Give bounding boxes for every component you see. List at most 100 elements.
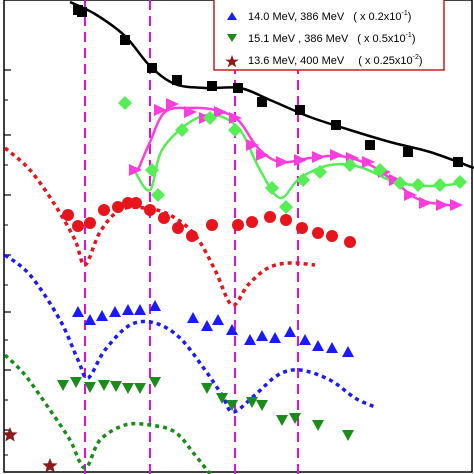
data-point-square — [147, 63, 157, 73]
legend-box — [213, 0, 445, 71]
data-point-circle — [246, 216, 258, 228]
data-point-square — [331, 120, 341, 130]
data-point-circle — [296, 222, 308, 234]
data-point-circle — [280, 214, 292, 226]
legend-label: 13.6 MeV, 400 MeV( x 0.25x10-2) — [248, 54, 423, 67]
data-point-triangle-up — [96, 310, 108, 321]
data-point-diamond — [393, 176, 407, 190]
data-point-triangle-up — [299, 334, 311, 345]
data-point-triangle-up — [269, 332, 281, 343]
data-point-triangle-right — [184, 106, 197, 118]
data-point-triangle-right — [294, 154, 307, 166]
data-point-circle — [62, 209, 74, 221]
data-point-triangle-down — [84, 382, 96, 393]
legend-marker-star — [225, 55, 239, 68]
data-point-triangle-up — [134, 304, 146, 315]
data-point-triangle-right — [330, 149, 343, 161]
data-point-triangle-down — [312, 420, 324, 431]
data-point-circle — [344, 236, 356, 248]
data-point-square — [257, 97, 267, 107]
data-point-diamond — [145, 163, 159, 177]
data-point-triangle-up — [201, 320, 213, 331]
data-point-triangle-up — [226, 324, 238, 335]
data-point-circle — [158, 212, 170, 224]
y-axis-ticks — [4, 69, 11, 456]
data-point-circle — [206, 219, 218, 231]
data-point-triangle-right — [312, 151, 325, 163]
legend-entry-3: 13.6 MeV, 400 MeV( x 0.25x10-2) — [225, 54, 423, 68]
legend-entry-2: 15.1 MeV , 386 MeV( x 0.5x10-1) — [227, 32, 416, 45]
data-point-circle — [172, 222, 184, 234]
data-point-circle — [186, 230, 198, 242]
data-point-circle — [72, 220, 84, 232]
data-point-triangle-down — [134, 383, 146, 394]
calculation-dashed-curve — [3, 146, 316, 307]
data-point-square — [207, 81, 217, 91]
data-point-triangle-up — [187, 312, 199, 323]
data-point-triangle-right — [389, 174, 402, 186]
plot-area — [3, 0, 473, 473]
data-point-diamond — [279, 200, 293, 214]
data-point-triangle-right — [276, 156, 289, 168]
data-point-triangle-up — [122, 304, 134, 315]
data-point-triangle-up — [342, 346, 354, 357]
data-point-triangle-right — [166, 98, 179, 110]
data-point-diamond — [265, 181, 279, 195]
data-point-triangle-up — [326, 342, 338, 353]
data-point-star — [42, 458, 58, 473]
legend: 14.0 MeV, 386 MeV( x 0.2x10-1) 15.1 MeV … — [213, 0, 445, 71]
data-point-triangle-down — [149, 377, 161, 388]
data-point-circle — [112, 201, 124, 213]
data-point-triangle-down — [246, 397, 258, 408]
data-point-triangle-up — [256, 330, 268, 341]
data-point-triangle-right — [436, 199, 449, 211]
data-point-triangle-right — [154, 104, 167, 116]
data-point-triangle-right — [229, 112, 242, 124]
data-point-square — [120, 35, 130, 45]
data-point-star — [2, 427, 18, 442]
calculation-dashed-curve — [3, 253, 376, 414]
data-point-diamond — [343, 158, 357, 172]
data-point-square — [453, 157, 463, 167]
data-point-triangle-up — [212, 314, 224, 325]
data-point-triangle-right — [256, 149, 269, 161]
data-point-triangle-down — [70, 377, 82, 388]
data-point-square — [233, 83, 243, 93]
data-point-triangle-up — [312, 340, 324, 351]
data-point-triangle-down — [276, 415, 288, 426]
data-point-triangle-up — [284, 326, 296, 337]
data-point-triangle-down — [342, 430, 354, 441]
data-point-diamond — [373, 163, 387, 177]
data-point-circle — [326, 230, 338, 242]
data-point-triangle-down — [201, 383, 213, 394]
data-point-triangle-up — [72, 306, 84, 317]
legend-marker-triangle-down — [227, 34, 237, 42]
data-point-square — [403, 147, 413, 157]
data-point-triangle-down — [110, 381, 122, 392]
data-point-triangle-down — [289, 413, 301, 424]
data-point-diamond — [296, 173, 310, 187]
data-point-square — [365, 140, 375, 150]
calculation-dashed-curve — [3, 353, 212, 474]
data-point-circle — [264, 211, 276, 223]
data-point-diamond — [203, 111, 217, 125]
data-point-circle — [84, 217, 96, 229]
data-point-triangle-down — [256, 400, 268, 411]
data-point-triangle-down — [226, 400, 238, 411]
data-point-diamond — [175, 123, 189, 137]
data-point-circle — [130, 197, 142, 209]
data-point-circle — [312, 227, 324, 239]
data-point-diamond — [313, 165, 327, 179]
data-point-triangle-down — [216, 393, 228, 404]
data-point-triangle-down — [98, 380, 110, 391]
data-point-triangle-right — [404, 189, 417, 201]
data-point-triangle-down — [122, 383, 134, 394]
data-point-circle — [98, 204, 110, 216]
data-point-triangle-right — [129, 164, 142, 176]
data-point-diamond — [151, 188, 165, 202]
data-point-diamond — [118, 96, 132, 110]
data-point-square — [77, 7, 87, 17]
data-point-diamond — [433, 178, 447, 192]
data-point-triangle-right — [214, 106, 227, 118]
